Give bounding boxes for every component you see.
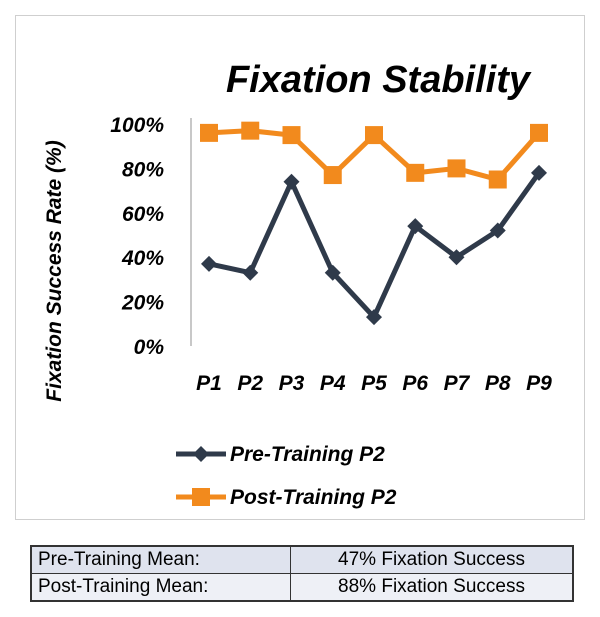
chart-frame: Fixation Stability Fixation Success Rate… [15, 15, 585, 520]
legend: Pre-Training P2 Post-Training P2 [176, 443, 397, 509]
pre-mean-value: 47% Fixation Success [290, 545, 574, 574]
x-tick-label: P5 [361, 372, 387, 395]
x-tick-label: P1 [196, 372, 222, 395]
data-point [323, 166, 342, 185]
x-tick-label: P9 [526, 372, 552, 395]
data-point [448, 249, 465, 266]
line-chart: Fixation Stability Fixation Success Rate… [43, 59, 552, 509]
axes: 0% 20% 40% 60% 80% 100% P1 P2 P3 P4 P5 P6 P7 P8 P9 [110, 114, 552, 395]
y-tick-label: 40% [121, 247, 164, 270]
data-point [407, 218, 424, 235]
y-tick-label: 80% [122, 158, 164, 181]
series-line [208, 171, 542, 322]
summary-row-post: Post-Training Mean: 88% Fixation Success [30, 573, 574, 602]
chart-title: Fixation Stability [226, 59, 532, 101]
y-tick-label: 0% [134, 336, 165, 359]
data-point [324, 264, 341, 281]
x-tick-label: P6 [402, 372, 428, 395]
data-point [193, 446, 209, 462]
series-layer [200, 121, 548, 326]
data-point [365, 126, 383, 145]
data-point [488, 170, 507, 189]
post-mean-value: 88% Fixation Success [290, 573, 574, 602]
x-tick-label: P4 [320, 372, 346, 395]
post-mean-label: Post-Training Mean: [30, 573, 291, 602]
summary-table: Pre-Training Mean: 47% Fixation Success … [30, 545, 574, 602]
summary-row-pre: Pre-Training Mean: 47% Fixation Success [30, 545, 574, 574]
data-point [242, 264, 259, 281]
y-axis-label: Fixation Success Rate (%) [43, 140, 66, 401]
y-tick-label: 20% [121, 292, 164, 315]
data-point [241, 121, 260, 140]
data-point [447, 159, 466, 178]
data-point [531, 164, 547, 181]
x-tick-label: P8 [485, 372, 511, 395]
data-point [201, 255, 217, 272]
x-tick-label: P3 [279, 372, 305, 395]
y-tick-label: 100% [110, 114, 164, 137]
data-point [366, 309, 382, 326]
legend-label: Pre-Training P2 [230, 443, 385, 466]
legend-label: Post-Training P2 [230, 486, 397, 509]
data-point [192, 488, 210, 506]
data-point [200, 123, 218, 142]
data-point [282, 126, 301, 145]
x-tick-label: P2 [237, 372, 263, 395]
pre-mean-label: Pre-Training Mean: [30, 545, 291, 574]
data-point [489, 222, 506, 239]
data-point [530, 123, 548, 142]
x-tick-label: P7 [444, 372, 471, 395]
data-point [406, 163, 425, 182]
data-point [283, 173, 300, 190]
y-tick-label: 60% [122, 203, 164, 226]
